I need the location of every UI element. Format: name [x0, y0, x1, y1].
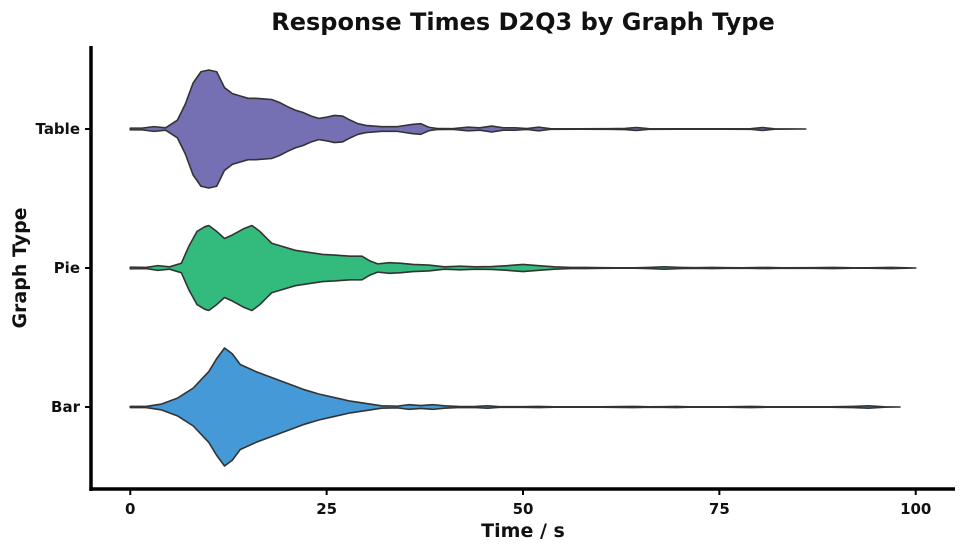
x-tick-label-50: 50 — [513, 500, 534, 518]
x-axis-title: Time / s — [481, 520, 565, 542]
y-tick-label-table: Table — [36, 120, 80, 138]
x-ticks-group: 0 25 50 75 100 — [125, 489, 931, 518]
x-tick-label-0: 0 — [125, 500, 135, 518]
y-tick-label-bar: Bar — [51, 398, 81, 416]
y-ticks-group: Table Pie Bar — [36, 120, 91, 416]
violin-table — [129, 69, 807, 189]
x-tick-label-75: 75 — [709, 500, 730, 518]
x-tick-label-100: 100 — [900, 500, 931, 518]
chart-title: Response Times D2Q3 by Graph Type — [271, 8, 774, 36]
violin-pie — [129, 224, 917, 312]
y-tick-label-pie: Pie — [54, 259, 80, 277]
y-axis-title: Graph Type — [9, 207, 31, 328]
violin-bar — [129, 347, 901, 467]
x-tick-label-25: 25 — [316, 500, 337, 518]
violins-group — [129, 69, 917, 467]
